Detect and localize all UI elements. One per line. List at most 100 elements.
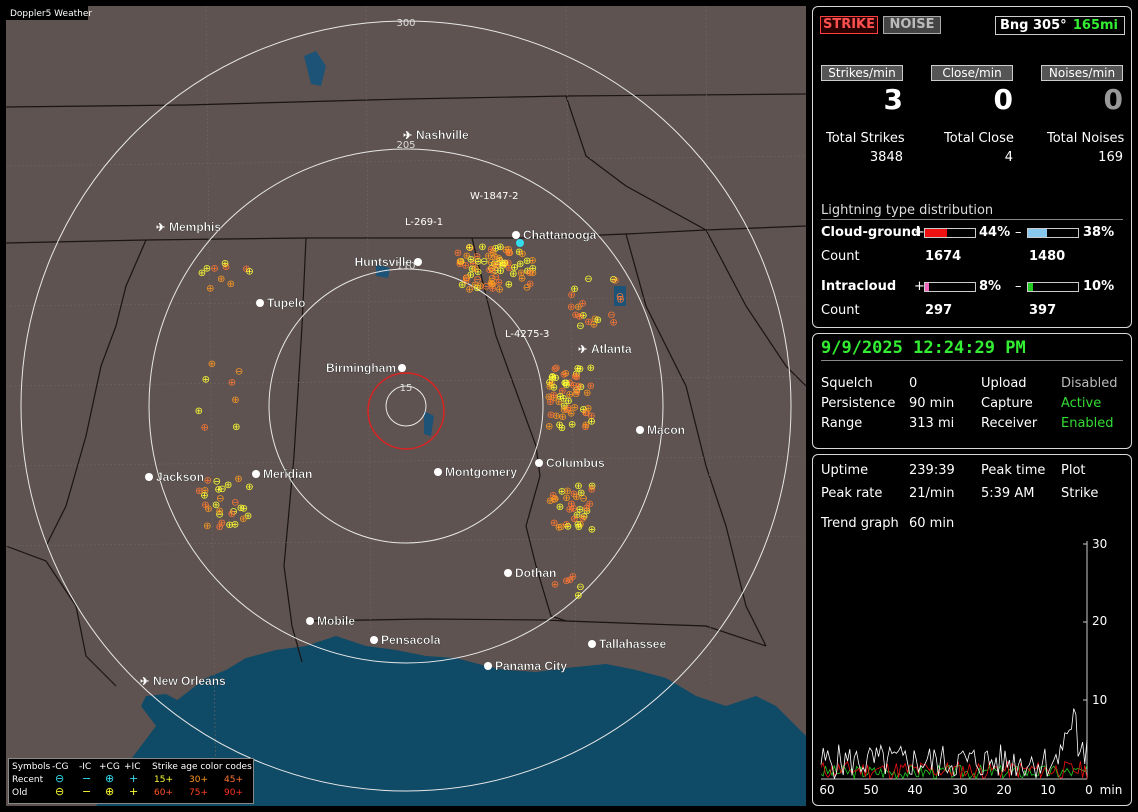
city-dot-icon xyxy=(252,470,260,478)
strike-icon: ⊕ xyxy=(237,503,245,514)
strikes-per-min-header: Strikes/min xyxy=(821,65,903,81)
strike-icon: ⊕ xyxy=(488,265,496,276)
strike-icon: ⊖ xyxy=(616,291,624,302)
strike-icon: ⊕ xyxy=(245,482,253,493)
strike-icon: ⊕ xyxy=(550,383,558,394)
city-tupelo: Tupelo xyxy=(256,296,306,310)
strike-icon: ⊕ xyxy=(583,506,591,517)
strike-icon: ⊕ xyxy=(545,422,553,433)
strike-icon: ⊕ xyxy=(574,363,582,374)
close-per-min-value: 0 xyxy=(993,83,1013,116)
strike-icon: ⊕ xyxy=(574,591,582,602)
strike-icon: ⊖ xyxy=(463,273,471,284)
plot-value[interactable]: Strike xyxy=(1061,486,1099,501)
symbol-legend: Symbols -CG -IC +CG +IC Strike age color… xyxy=(8,758,254,804)
strike-icon: ⊕ xyxy=(571,310,579,321)
strike-icon: ⊕ xyxy=(551,580,559,591)
strike-icon: ⊕ xyxy=(559,394,567,405)
strike-icon: ⊕ xyxy=(548,372,556,383)
range-label-15: 15 xyxy=(400,383,413,394)
cg-negative-bar xyxy=(1027,228,1079,238)
strike-icon: ⊖ xyxy=(591,314,599,325)
strike-icon: ⊕ xyxy=(505,279,513,290)
strike-icon: ⊖ xyxy=(576,321,584,332)
cg-positive-fill xyxy=(925,229,947,237)
ic-negative-bar xyxy=(1027,282,1079,292)
strike-icon: ⊕ xyxy=(525,268,533,279)
trend-graph-value[interactable]: 60 min xyxy=(909,516,955,531)
strike-button[interactable]: STRIKE xyxy=(820,16,878,34)
strike-icon: ⊕ xyxy=(245,267,253,278)
strike-icon: ⊕ xyxy=(204,504,212,515)
strike-icon: ⊕ xyxy=(488,279,496,290)
range-label-300: 300 xyxy=(396,18,415,29)
peak-rate-label: Peak rate xyxy=(821,486,883,501)
strike-icon: ⊕ xyxy=(203,264,211,275)
city-name: Birmingham xyxy=(326,361,396,375)
city-name: Tallahassee xyxy=(599,637,666,651)
strike-icon: ⊕ xyxy=(200,422,208,433)
strike-icon: ⊕ xyxy=(588,485,596,496)
x-tick-60: 60 xyxy=(819,783,834,797)
airport-icon: ✈ xyxy=(140,676,149,688)
x-tick-30: 30 xyxy=(952,783,967,797)
city-birmingham: Birmingham xyxy=(326,361,406,375)
strike-icon: ⊕ xyxy=(458,280,466,291)
strike-icon: ⊕ xyxy=(562,576,570,587)
strike-icon: ⊕ xyxy=(221,258,229,269)
strike-icon: ⊕ xyxy=(473,251,481,262)
strike-markers: ⊕⊖ ⊕⊕⊕⊖⊕ ⊕⊕⊕⊖⊕⊕⊕⊕ ⊕⊕⊕⊖ ⊕⊕⊕⊕⊖⊕⊕⊕⊕⊕⊕⊕⊕⊕⊕⊕⊖ ⊕⊕⊕ ⊖… xyxy=(195,239,625,602)
strike-icon: ⊕ xyxy=(488,284,496,295)
strike-icon: ⊕ xyxy=(583,388,591,399)
lightning-map[interactable]: 300 205 110 15 ⊕⊖ ⊕⊕⊕⊖⊕ ⊕⊕⊕⊖⊕⊕⊕⊕ ⊕⊕⊕⊖ ⊕⊕⊕⊕⊖⊕… xyxy=(6,6,806,806)
strike-icon: ⊖ xyxy=(213,476,221,487)
strike-icon: ⊖ xyxy=(579,493,587,504)
strike-icon: ⊖ xyxy=(492,272,500,283)
strike-icon: ⊕ xyxy=(579,405,587,416)
strike-icon: ⊖ xyxy=(456,256,464,267)
city-huntsville: Huntsville xyxy=(354,255,422,269)
strike-icon: ⊕ xyxy=(523,266,531,277)
strike-icon: ⊕ xyxy=(562,519,570,530)
strike-icon: ⊕ xyxy=(462,273,470,284)
strike-icon: ⊕ xyxy=(469,258,477,269)
strike-icon: ⊕ xyxy=(566,575,574,586)
city-memphis: ✈ Memphis xyxy=(156,220,221,234)
strike-icon: ⊕ xyxy=(568,420,576,431)
city-new-orleans: ✈ New Orleans xyxy=(140,674,226,688)
strike-icon: ⊕ xyxy=(214,484,222,495)
strike-icon: ⊕ xyxy=(572,492,580,503)
noise-button[interactable]: NOISE xyxy=(883,16,941,34)
strike-icon: ⊕ xyxy=(201,500,209,511)
strike-icon: ⊕ xyxy=(565,378,573,389)
strike-icon: ⊕ xyxy=(588,481,596,492)
airport-icon: ✈ xyxy=(403,130,412,142)
strike-icon: ⊕ xyxy=(567,409,575,420)
strike-icon: ⊕ xyxy=(506,248,514,259)
cg-negative-percent: 38% xyxy=(1083,225,1115,240)
strike-icon: ⊕ xyxy=(587,417,595,428)
strike-icon: ⊕ xyxy=(555,397,563,408)
strike-icon: ⊕ xyxy=(560,369,568,380)
strike-icon: ⊕ xyxy=(546,397,554,408)
strike-icon: ⊕ xyxy=(231,520,239,531)
strike-icon: ⊕ xyxy=(582,408,590,419)
strike-icon: ⊕ xyxy=(509,269,517,280)
strikes-per-min-value: 3 xyxy=(883,83,903,116)
strike-icon: ⊕ xyxy=(501,258,509,269)
strike-icon: ⊕ xyxy=(491,252,499,263)
strike-icon: ⊕ xyxy=(551,494,559,505)
city-dot-icon xyxy=(504,569,512,577)
legend-age-45: 45+ xyxy=(224,775,243,785)
strike-icon: ⊕ xyxy=(562,368,570,379)
strike-icon: ⊕ xyxy=(461,261,469,272)
strike-icon: ⊕ xyxy=(577,488,585,499)
strike-icon: ⊕ xyxy=(224,480,232,491)
strike-icon: ⊕ xyxy=(195,486,203,497)
strike-icon: ⊕ xyxy=(560,405,568,416)
intracloud-label: Intracloud xyxy=(821,279,897,294)
strike-icon: ⊕ xyxy=(202,374,210,385)
strike-icon: ⊕ xyxy=(567,302,575,313)
strike-icon: ⊕ xyxy=(490,259,498,270)
cg-positive-bar xyxy=(924,228,976,238)
